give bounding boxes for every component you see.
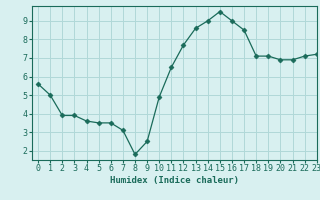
X-axis label: Humidex (Indice chaleur): Humidex (Indice chaleur) <box>110 176 239 185</box>
